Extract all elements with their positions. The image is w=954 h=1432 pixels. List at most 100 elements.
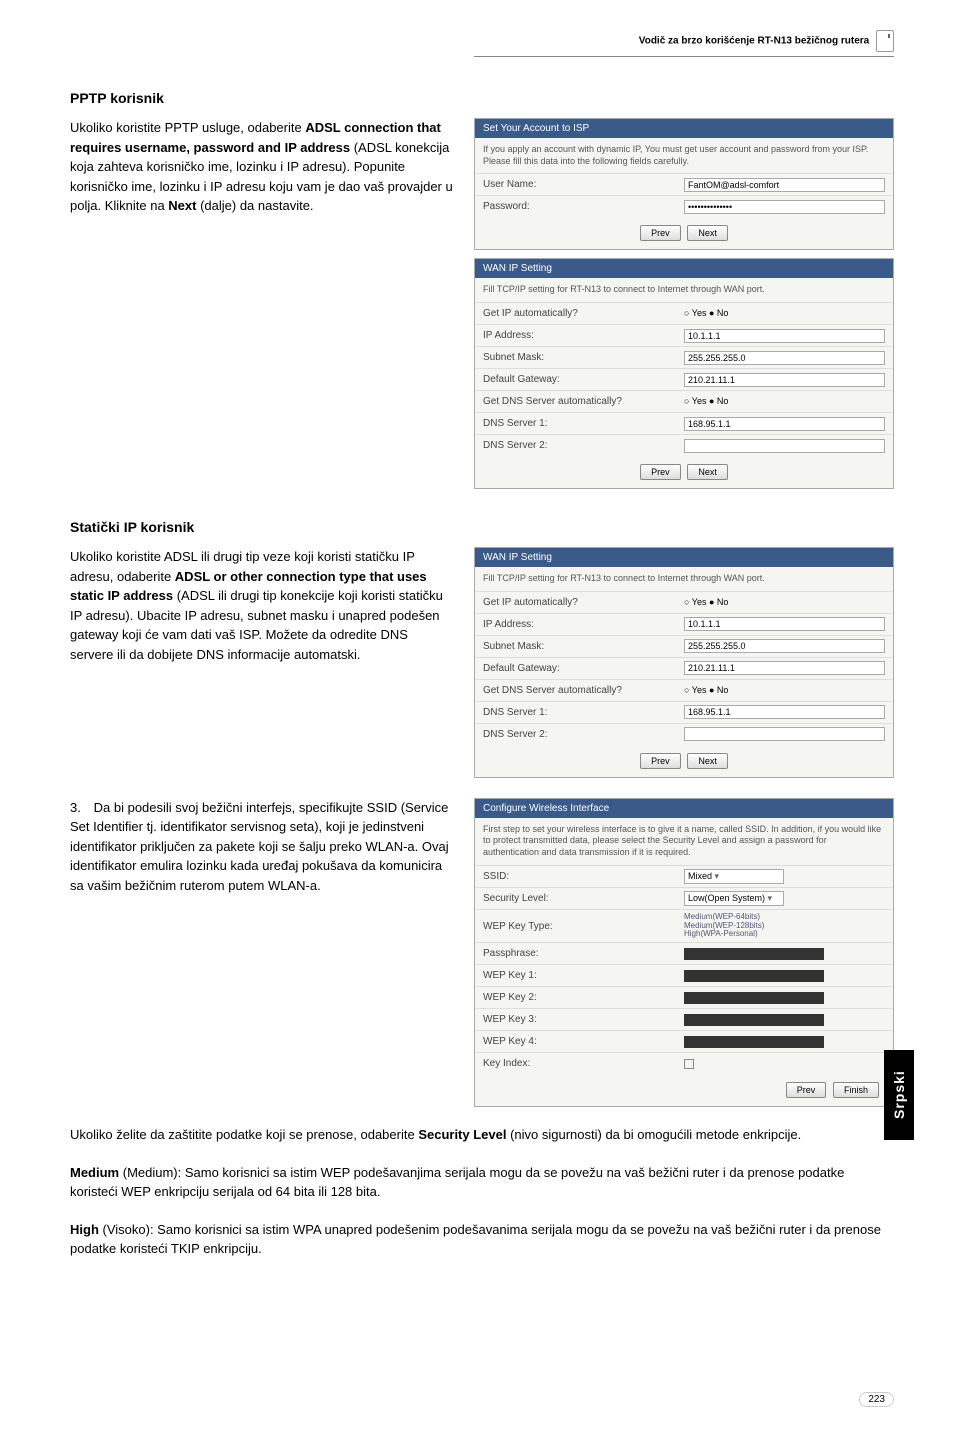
radio-group[interactable]: ○ Yes ● No: [684, 308, 728, 318]
option-list[interactable]: Medium(WEP-64bits)Medium(WEP-128bits)Hig…: [684, 913, 885, 939]
field-label: SSID:: [483, 871, 684, 882]
wireless-row: WEP Key Type:Medium(WEP-64bits)Medium(WE…: [475, 909, 893, 942]
wireless-finish-button[interactable]: Finish: [833, 1082, 879, 1098]
wanip2-prev-button[interactable]: Prev: [640, 753, 681, 769]
pptp-title: PPTP korisnik: [70, 90, 894, 106]
wanip1-row: Get IP automatically?○ Yes ● No: [475, 302, 893, 324]
static-body: Ukoliko koristite ADSL ili drugi tip vez…: [70, 547, 454, 664]
wanip1-panel: WAN IP Setting Fill TCP/IP setting for R…: [474, 258, 894, 489]
checkbox[interactable]: [684, 1059, 694, 1069]
radio-group[interactable]: ○ Yes ● No: [684, 396, 728, 406]
wifi-text: Da bi podesili svoj bežični interfejs, s…: [70, 800, 449, 893]
wireless-row: WEP Key 4:: [475, 1030, 893, 1052]
wireless-row: Key Index:: [475, 1052, 893, 1074]
field-label: DNS Server 2:: [483, 729, 684, 740]
account-prev-button[interactable]: Prev: [640, 225, 681, 241]
username-input[interactable]: [684, 178, 885, 192]
wireless-row: WEP Key 1:: [475, 964, 893, 986]
field-label: Subnet Mask:: [483, 641, 684, 652]
wanip1-row: DNS Server 2:: [475, 434, 893, 456]
masked-input[interactable]: [684, 948, 824, 960]
step-num: 3.: [70, 798, 90, 818]
header-text: Vodič za brzo korišćenje RT-N13 bežičnog…: [639, 36, 869, 47]
field-label: WEP Key 4:: [483, 1036, 684, 1047]
text-input[interactable]: [684, 373, 885, 387]
wireless-row: WEP Key 3:: [475, 1008, 893, 1030]
wireless-row: Passphrase:: [475, 942, 893, 964]
account-panel: Set Your Account to ISP If you apply an …: [474, 118, 894, 250]
select-dropdown[interactable]: Low(Open System): [684, 891, 784, 906]
wireless-row: WEP Key 2:: [475, 986, 893, 1008]
field-label: DNS Server 2:: [483, 440, 684, 451]
text-input[interactable]: [684, 417, 885, 431]
radio-group[interactable]: ○ Yes ● No: [684, 597, 728, 607]
wireless-row: Security Level:Low(Open System): [475, 887, 893, 909]
wanip1-prev-button[interactable]: Prev: [640, 464, 681, 480]
field-label: WEP Key 3:: [483, 1014, 684, 1025]
page-header: Vodič za brzo korišćenje RT-N13 bežičnog…: [474, 30, 894, 57]
text-input[interactable]: [684, 351, 885, 365]
field-label: WEP Key 1:: [483, 970, 684, 981]
radio-group[interactable]: ○ Yes ● No: [684, 685, 728, 695]
static-title: Statički IP korisnik: [70, 519, 894, 535]
text-input[interactable]: [684, 617, 885, 631]
wanip2-row: DNS Server 1:: [475, 701, 893, 723]
wanip1-next-button[interactable]: Next: [687, 464, 728, 480]
username-label: User Name:: [483, 179, 684, 190]
field-label: Get IP automatically?: [483, 597, 684, 608]
field-label: WEP Key 2:: [483, 992, 684, 1003]
para-security: Ukoliko želite da zaštitite podatke koji…: [70, 1125, 894, 1145]
text-input[interactable]: [684, 727, 885, 741]
field-label: WEP Key Type:: [483, 921, 684, 932]
account-next-button[interactable]: Next: [687, 225, 728, 241]
field-label: Key Index:: [483, 1058, 684, 1069]
field-label: Default Gateway:: [483, 663, 684, 674]
wanip1-row: IP Address:: [475, 324, 893, 346]
field-label: IP Address:: [483, 330, 684, 341]
text-input[interactable]: [684, 439, 885, 453]
wanip2-row: DNS Server 2:: [475, 723, 893, 745]
wanip1-row: Get DNS Server automatically?○ Yes ● No: [475, 390, 893, 412]
wanip1-row: Subnet Mask:: [475, 346, 893, 368]
wanip1-row: Default Gateway:: [475, 368, 893, 390]
field-label: Get DNS Server automatically?: [483, 685, 684, 696]
wireless-panel: Configure Wireless Interface First step …: [474, 798, 894, 1107]
page-number: 223: [859, 1392, 894, 1407]
wanip2-row: Get DNS Server automatically?○ Yes ● No: [475, 679, 893, 701]
wanip2-note: Fill TCP/IP setting for RT-N13 to connec…: [475, 567, 893, 591]
wanip2-row: Subnet Mask:: [475, 635, 893, 657]
router-icon: [876, 30, 894, 52]
wanip2-next-button[interactable]: Next: [687, 753, 728, 769]
masked-input[interactable]: [684, 1036, 824, 1048]
field-label: DNS Server 1:: [483, 707, 684, 718]
masked-input[interactable]: [684, 1014, 824, 1026]
text-input[interactable]: [684, 661, 885, 675]
wanip1-note: Fill TCP/IP setting for RT-N13 to connec…: [475, 278, 893, 302]
wireless-note: First step to set your wireless interfac…: [475, 818, 893, 865]
wanip2-row: IP Address:: [475, 613, 893, 635]
field-label: Default Gateway:: [483, 374, 684, 385]
para-medium: Medium (Medium): Samo korisnici sa istim…: [70, 1163, 894, 1202]
field-label: Passphrase:: [483, 948, 684, 959]
masked-input[interactable]: [684, 992, 824, 1004]
select-dropdown[interactable]: Mixed: [684, 869, 784, 884]
field-label: Security Level:: [483, 893, 684, 904]
wireless-prev-button[interactable]: Prev: [786, 1082, 827, 1098]
wanip2-row: Default Gateway:: [475, 657, 893, 679]
field-label: Subnet Mask:: [483, 352, 684, 363]
wifi-body: 3. Da bi podesili svoj bežični interfejs…: [70, 798, 454, 896]
row-username: User Name:: [475, 173, 893, 195]
masked-input[interactable]: [684, 970, 824, 982]
text-input[interactable]: [684, 639, 885, 653]
para-high: High (Visoko): Samo korisnici sa istim W…: [70, 1220, 894, 1259]
text-input[interactable]: [684, 705, 885, 719]
password-input[interactable]: [684, 200, 885, 214]
field-label: DNS Server 1:: [483, 418, 684, 429]
wanip2-row: Get IP automatically?○ Yes ● No: [475, 591, 893, 613]
wanip1-row: DNS Server 1:: [475, 412, 893, 434]
wireless-header: Configure Wireless Interface: [475, 799, 893, 818]
text-input[interactable]: [684, 329, 885, 343]
row-password: Password:: [475, 195, 893, 217]
language-tab: Srpski: [884, 1050, 914, 1140]
pptp-body: Ukoliko koristite PPTP usluge, odaberite…: [70, 118, 454, 216]
